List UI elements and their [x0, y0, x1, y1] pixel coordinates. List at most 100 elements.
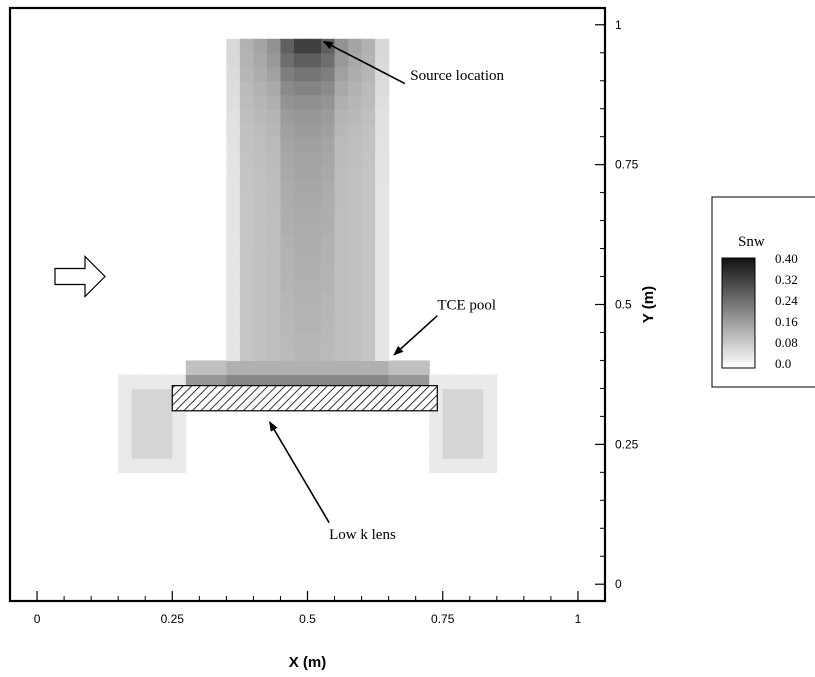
field-cell — [361, 108, 376, 124]
field-cell — [266, 178, 282, 194]
field-cell — [348, 80, 363, 96]
field-cell — [375, 178, 390, 194]
legend-level-label: 0.40 — [775, 251, 798, 266]
field-cell — [226, 206, 241, 222]
field-cell — [469, 374, 484, 390]
field-cell — [253, 94, 268, 110]
field-cell — [307, 290, 322, 306]
field-cell — [172, 444, 187, 459]
field-cell — [375, 318, 390, 334]
field-cell — [483, 444, 498, 459]
field-cell — [253, 80, 268, 96]
field-cell — [375, 150, 390, 166]
field-cell — [361, 66, 376, 82]
field-cell — [334, 164, 349, 180]
field-cell — [334, 136, 349, 152]
field-cell — [307, 262, 322, 278]
field-cell — [226, 38, 241, 54]
field-cell — [226, 80, 241, 96]
field-cell — [226, 220, 241, 236]
field-cell — [158, 388, 173, 404]
field-cell — [226, 150, 241, 166]
field-cell — [253, 318, 268, 334]
field-cell — [307, 66, 322, 82]
field-cell — [253, 346, 268, 362]
field-cell — [239, 38, 255, 54]
field-cell — [145, 388, 160, 404]
field-cell — [375, 136, 390, 152]
field-cell — [307, 122, 322, 138]
field-cell — [131, 430, 146, 445]
annotation-label: Source location — [410, 68, 504, 84]
legend-level-label: 0.24 — [775, 293, 798, 308]
field-cell — [253, 290, 268, 306]
x-tick-label: 1 — [575, 612, 582, 626]
field-cell — [361, 136, 376, 152]
field-cell — [266, 332, 282, 348]
field-cell — [199, 360, 214, 376]
field-cell — [293, 220, 309, 236]
field-cell — [158, 458, 173, 473]
field-cell — [402, 360, 417, 376]
field-cell — [239, 122, 255, 138]
field-cell — [293, 178, 309, 194]
field-cell — [172, 458, 187, 473]
field-cell — [334, 220, 349, 236]
field-cell — [375, 122, 390, 138]
field-cell — [321, 318, 336, 334]
field-cell — [361, 220, 376, 236]
axes: 0 0.25 0.5 0.75 1 0 0.25 0.5 0.75 1 — [8, 6, 639, 626]
field-cell — [293, 38, 309, 54]
field-cell — [226, 94, 241, 110]
field-cell — [442, 458, 457, 473]
field-cell — [348, 346, 363, 362]
field-cell — [158, 430, 173, 445]
legend-level-label: 0.16 — [775, 314, 798, 329]
legend-level-label: 0.08 — [775, 335, 798, 350]
field-cell — [280, 178, 295, 194]
field-cell — [348, 304, 363, 320]
field-cell — [253, 332, 268, 348]
field-cell — [239, 66, 255, 82]
field-cell — [375, 360, 390, 376]
field-cell — [266, 80, 282, 96]
field-cell — [226, 164, 241, 180]
field-cell — [348, 38, 363, 54]
field-cell — [307, 150, 322, 166]
field-cell — [348, 122, 363, 138]
field-cell — [239, 360, 255, 376]
field-cell — [348, 108, 363, 124]
field-cell — [375, 248, 390, 264]
field-cell — [293, 108, 309, 124]
field-cell — [266, 248, 282, 264]
field-cell — [307, 38, 322, 54]
field-cell — [293, 80, 309, 96]
field-cell — [293, 234, 309, 250]
field-cell — [456, 458, 471, 473]
field-cell — [375, 52, 390, 68]
field-cell — [239, 136, 255, 152]
field-cell — [145, 374, 160, 390]
y-tick-label: 0.75 — [615, 158, 639, 172]
field-cell — [321, 66, 336, 82]
field-cell — [334, 80, 349, 96]
field-cell — [226, 178, 241, 194]
field-cell — [348, 164, 363, 180]
field-cell — [307, 220, 322, 236]
field-cell — [334, 346, 349, 362]
field-cell — [266, 234, 282, 250]
field-cell — [429, 416, 444, 431]
field-cell — [375, 276, 390, 292]
field-cell — [348, 290, 363, 306]
field-cell — [239, 262, 255, 278]
annotation-arrow — [268, 421, 330, 524]
field-cell — [469, 388, 484, 404]
field-cell — [307, 108, 322, 124]
field-cell — [118, 444, 133, 459]
field-cell — [321, 360, 336, 376]
field-cell — [334, 94, 349, 110]
field-cell — [334, 108, 349, 124]
field-cell — [307, 80, 322, 96]
field-cell — [253, 192, 268, 208]
field-cell — [469, 402, 484, 417]
